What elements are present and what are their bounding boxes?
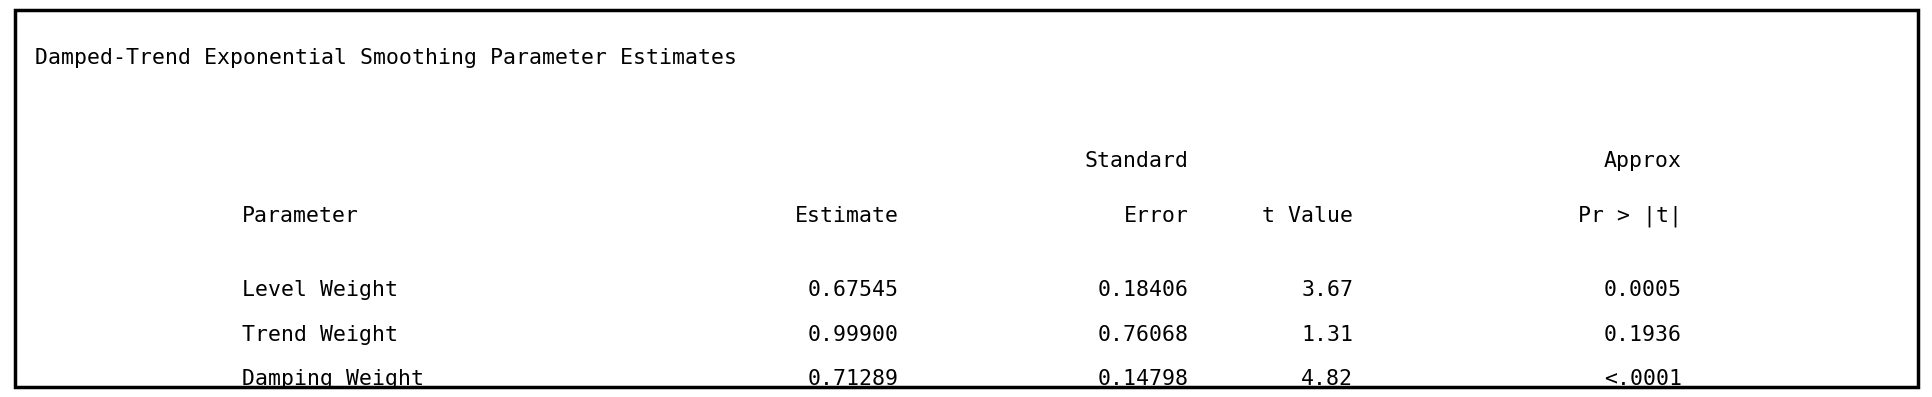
Text: 4.82: 4.82 <box>1300 369 1352 389</box>
Text: Damping Weight: Damping Weight <box>242 369 423 389</box>
Text: 0.76068: 0.76068 <box>1097 326 1188 345</box>
Text: <.0001: <.0001 <box>1604 369 1681 389</box>
Text: 0.99900: 0.99900 <box>808 326 898 345</box>
Text: 0.0005: 0.0005 <box>1604 280 1681 300</box>
Text: t Value: t Value <box>1262 206 1352 226</box>
Text: Parameter: Parameter <box>242 206 359 226</box>
Text: Error: Error <box>1122 206 1188 226</box>
Text: Pr > |t|: Pr > |t| <box>1577 206 1681 227</box>
Text: Damped-Trend Exponential Smoothing Parameter Estimates: Damped-Trend Exponential Smoothing Param… <box>35 48 736 67</box>
Text: 3.67: 3.67 <box>1300 280 1352 300</box>
Text: Estimate: Estimate <box>794 206 898 226</box>
Text: 0.71289: 0.71289 <box>808 369 898 389</box>
Text: 0.1936: 0.1936 <box>1604 326 1681 345</box>
Text: Level Weight: Level Weight <box>242 280 398 300</box>
Text: 1.31: 1.31 <box>1300 326 1352 345</box>
Text: 0.18406: 0.18406 <box>1097 280 1188 300</box>
Text: Trend Weight: Trend Weight <box>242 326 398 345</box>
Text: Approx: Approx <box>1604 151 1681 171</box>
Text: 0.67545: 0.67545 <box>808 280 898 300</box>
Text: Standard: Standard <box>1084 151 1188 171</box>
Text: 0.14798: 0.14798 <box>1097 369 1188 389</box>
